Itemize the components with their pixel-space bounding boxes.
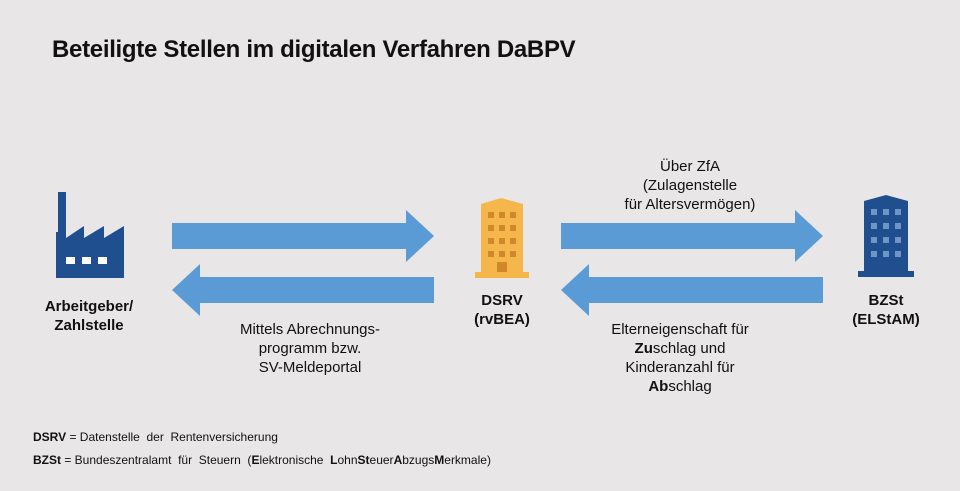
legend-dsrv: DSRV = Datenstelle der Rentenversicherun… xyxy=(33,430,278,444)
bzst-label: BZSt (ELStAM) xyxy=(852,292,920,328)
arrow-left-dsrv-to-employer xyxy=(172,264,434,316)
factory-icon xyxy=(56,192,124,278)
page-title: Beteiligte Stellen im digitalen Verfahre… xyxy=(52,36,576,63)
dsrv-label: DSRV (rvBEA) xyxy=(474,292,530,328)
arrow-left-bzst-to-dsrv xyxy=(561,264,823,316)
bottom-right-flow-label: Elterneigenschaft für Zuschlag und Kinde… xyxy=(611,321,749,395)
arrow-right-employer-to-dsrv xyxy=(172,210,434,262)
top-right-flow-label: Über ZfA (Zulagenstelle für Altersvermög… xyxy=(624,158,756,213)
legend-bzst: BZSt = Bundeszentralamt für Steuern (Ele… xyxy=(33,453,491,467)
left-flow-label: Mittels Abrechnungs- programm bzw. SV-Me… xyxy=(239,321,381,376)
office-building-icon xyxy=(858,195,914,277)
office-building-icon xyxy=(475,198,529,278)
employer-label: Arbeitgeber/ Zahlstelle xyxy=(44,298,134,334)
arrow-right-dsrv-to-bzst xyxy=(561,210,823,262)
